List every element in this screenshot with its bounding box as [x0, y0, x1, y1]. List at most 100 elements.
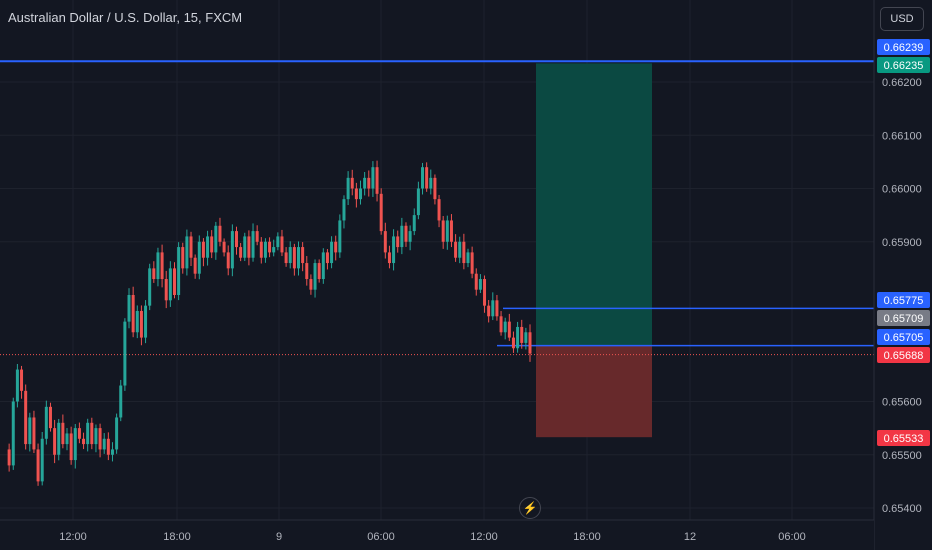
- candle-body: [28, 417, 32, 445]
- candle: [363, 172, 367, 196]
- candle-body: [268, 241, 272, 253]
- candle: [11, 397, 15, 470]
- candle: [454, 234, 458, 262]
- candle-body: [210, 236, 214, 253]
- candle-body: [520, 326, 524, 343]
- candle-body: [425, 167, 429, 189]
- candle: [441, 216, 445, 249]
- candle-body: [255, 231, 259, 242]
- candle: [110, 442, 114, 462]
- candle-body: [40, 438, 44, 482]
- candle-body: [511, 337, 515, 349]
- candle-body: [421, 167, 425, 189]
- candle-body: [454, 241, 458, 258]
- candle: [404, 222, 408, 247]
- candle: [234, 226, 238, 255]
- candle-body: [363, 177, 367, 189]
- candle: [317, 259, 321, 283]
- candle: [371, 161, 375, 197]
- candle-body: [491, 300, 495, 317]
- candle-body: [201, 241, 205, 258]
- candle: [383, 222, 387, 259]
- candle-body: [259, 241, 263, 258]
- candle-body: [77, 428, 81, 439]
- candle: [462, 233, 466, 270]
- price-label-neutral: 0.65709: [877, 310, 930, 326]
- candle: [127, 288, 131, 329]
- candle-body: [528, 332, 532, 354]
- candle: [511, 331, 515, 353]
- candle-body: [483, 279, 487, 306]
- candle: [15, 363, 19, 408]
- candle-body: [359, 188, 363, 200]
- candle: [350, 169, 354, 196]
- candle: [425, 162, 429, 192]
- candle: [367, 170, 371, 197]
- candle: [243, 232, 247, 262]
- price-label-bg: [877, 292, 930, 308]
- candle: [102, 433, 106, 454]
- candle-body: [123, 321, 127, 386]
- y-tick-label: 0.66200: [882, 77, 922, 89]
- candle: [152, 261, 156, 283]
- candle-body: [148, 268, 152, 306]
- candle: [48, 402, 52, 432]
- candle: [139, 305, 143, 346]
- price-label-text: 0.66235: [884, 60, 924, 72]
- candle-body: [379, 193, 383, 232]
- candle-body: [346, 177, 350, 200]
- candle: [292, 243, 296, 276]
- lightning-icon[interactable]: ⚡: [519, 497, 541, 519]
- candle: [466, 248, 470, 268]
- candle: [123, 318, 127, 391]
- candle-body: [321, 252, 325, 280]
- candle-body: [44, 406, 48, 439]
- profit-zone: [536, 63, 652, 346]
- candle: [82, 432, 86, 450]
- candle: [32, 410, 36, 454]
- price-label-target: 0.66235: [877, 57, 930, 73]
- candle-body: [86, 422, 90, 445]
- candle-body: [495, 300, 499, 317]
- candle: [359, 180, 363, 205]
- candle-body: [416, 188, 420, 216]
- candle-body: [263, 241, 267, 258]
- candle: [160, 244, 164, 288]
- candle-body: [292, 247, 296, 269]
- candle: [301, 242, 305, 272]
- candle-body: [193, 257, 197, 274]
- candle: [321, 248, 325, 284]
- candle-body: [177, 247, 181, 295]
- candle-body: [474, 273, 478, 290]
- candle: [168, 261, 172, 307]
- candles-layer: [7, 160, 532, 486]
- candle: [400, 217, 404, 255]
- candle: [148, 263, 152, 311]
- symbol-title: Australian Dollar / U.S. Dollar, 15, FXC…: [8, 10, 243, 25]
- candle: [73, 424, 77, 469]
- candle-body: [412, 215, 416, 232]
- candle-body: [131, 295, 135, 333]
- candle: [487, 300, 491, 323]
- candle-body: [470, 252, 474, 274]
- candle-body: [499, 316, 503, 333]
- candle-body: [280, 236, 284, 253]
- currency-selector[interactable]: USD: [880, 7, 924, 31]
- candle-body: [189, 236, 193, 258]
- candle-body: [11, 401, 15, 466]
- price-label-level: 0.65775: [877, 292, 930, 308]
- price-label-bg: [877, 329, 930, 345]
- candle-body: [24, 390, 28, 445]
- candle-body: [396, 236, 400, 248]
- candle: [247, 230, 251, 266]
- candle-body: [65, 433, 69, 445]
- candle-body: [239, 247, 243, 258]
- x-tick-label: 06:00: [778, 531, 806, 543]
- loss-zone: [536, 345, 652, 438]
- candle: [222, 238, 226, 257]
- y-tick-label: 0.66100: [882, 130, 922, 142]
- candle: [61, 414, 65, 449]
- y-tick-label: 0.65400: [882, 503, 922, 515]
- price-label-bg: [877, 310, 930, 326]
